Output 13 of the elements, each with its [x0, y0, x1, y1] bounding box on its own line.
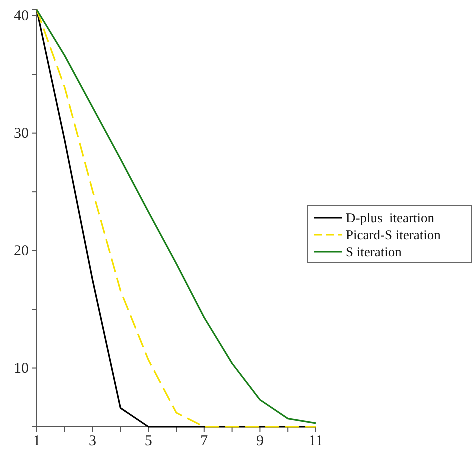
y-tick-label: 10: [14, 361, 29, 378]
x-tick-label: 9: [256, 434, 264, 450]
x-tick-label: 3: [89, 434, 97, 450]
x-tick-label: 1: [33, 434, 41, 450]
legend-label: Picard-S iteration: [346, 228, 442, 242]
y-tick-label: 20: [14, 244, 29, 260]
x-tick-label: 7: [200, 434, 209, 450]
y-tick-label: 30: [14, 126, 29, 142]
legend-label: S iteration: [346, 244, 402, 260]
y-tick-label: 40: [14, 8, 29, 25]
x-tick-label: 11: [308, 434, 324, 450]
x-tick-label: 5: [144, 434, 152, 450]
legend-label: D-plus iteartion: [346, 210, 435, 226]
